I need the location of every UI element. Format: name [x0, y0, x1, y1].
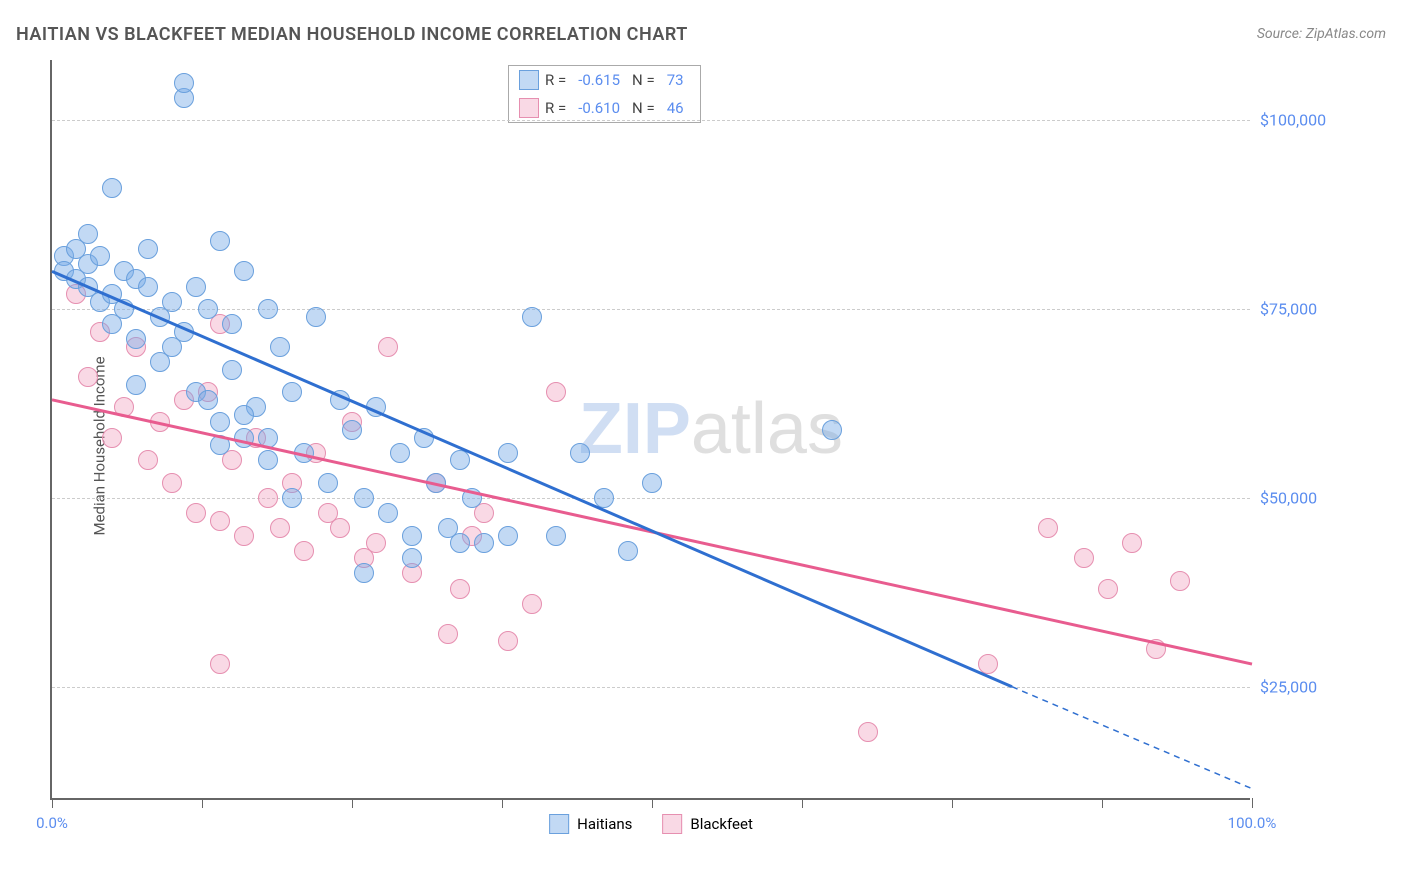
plot-area: ZIPatlas R = -0.615 N = 73 R = -0.610 N …	[50, 60, 1250, 800]
legend-label-blackfeet: Blackfeet	[690, 815, 752, 833]
chart-title: HAITIAN VS BLACKFEET MEDIAN HOUSEHOLD IN…	[16, 24, 688, 45]
source-attribution: Source: ZipAtlas.com	[1257, 26, 1386, 42]
legend-item-haitians: Haitians	[549, 814, 632, 834]
trend-lines	[52, 60, 1252, 800]
legend-swatch-haitians-bottom	[549, 814, 569, 834]
series-legend: Haitians Blackfeet	[549, 814, 753, 834]
y-tick-label: $75,000	[1260, 300, 1400, 319]
x-tick	[1252, 798, 1253, 808]
y-tick-label: $50,000	[1260, 488, 1400, 507]
y-tick-label: $100,000	[1260, 111, 1400, 130]
trend-line	[52, 271, 1012, 686]
y-tick-label: $25,000	[1260, 677, 1400, 696]
trend-line	[1012, 687, 1252, 789]
x-tick-label: 0.0%	[36, 814, 68, 832]
legend-label-haitians: Haitians	[577, 815, 632, 833]
chart-container: HAITIAN VS BLACKFEET MEDIAN HOUSEHOLD IN…	[0, 0, 1406, 892]
legend-swatch-blackfeet-bottom	[662, 814, 682, 834]
x-tick-label: 100.0%	[1228, 814, 1277, 832]
legend-item-blackfeet: Blackfeet	[662, 814, 752, 834]
